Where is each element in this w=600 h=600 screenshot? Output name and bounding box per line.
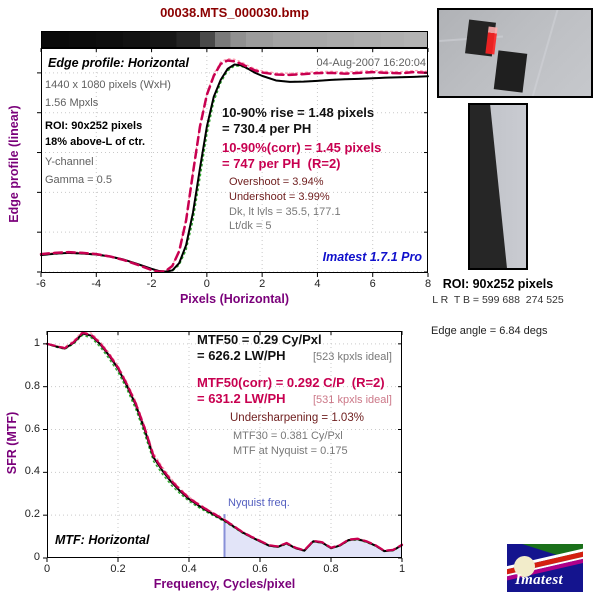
undersharpening-label: Undersharpening = 1.03% <box>230 412 364 424</box>
series-edge-corrected-r-2- <box>39 59 430 273</box>
rise-corrected-line1: 10-90%(corr) = 1.45 pixels <box>222 140 382 155</box>
x-tick-label: 0.2 <box>110 563 126 575</box>
mtf-plot-title: MTF: Horizontal <box>55 533 150 547</box>
logo-moon-icon <box>514 556 535 577</box>
x-tick-label: 2 <box>259 278 266 290</box>
y-tick-label: 0.2 <box>24 508 40 521</box>
mtf50-line1: MTF50 = 0.29 Cy/Pxl <box>197 332 322 347</box>
edge-dark-region <box>470 105 507 268</box>
lt-dk-ratio-label: Lt/dk = 5 <box>229 220 272 232</box>
mtf50-ideal-note: [523 kpxls ideal] <box>313 351 392 363</box>
gamma-label: Gamma = 0.5 <box>45 174 112 186</box>
edge-angle-label: Edge angle = 6.84 degs <box>431 325 548 337</box>
imatest-logo: Imatest <box>507 544 583 592</box>
series-edge-pink-aux <box>40 57 429 272</box>
edge-plot-heading: Edge profile: Horizontal <box>48 56 189 70</box>
chart-photo-thumbnail <box>437 8 593 98</box>
timestamp: 04-Aug-2007 16:20:04 <box>316 57 426 69</box>
x-tick-label: 0.4 <box>181 563 197 575</box>
y-tick-label: 0.8 <box>24 379 40 392</box>
series-mtf-corrected-r-2- <box>45 331 404 552</box>
mtf-at-nyquist-label: MTF at Nyquist = 0.175 <box>233 445 348 457</box>
rise-value-line1: 10-90% rise = 1.48 pixels <box>222 105 375 120</box>
rise-corrected-line2: = 747 per PH (R=2) <box>222 156 341 171</box>
sidebar-lrtb-values: L R T B = 599 688 274 525 <box>432 294 564 306</box>
rise-value-line2: = 730.4 per PH <box>222 121 312 136</box>
roi-highlight-rect <box>485 26 498 55</box>
roi-edge-crop-thumbnail <box>468 103 528 270</box>
y-tick-label: 1 <box>33 336 40 349</box>
x-tick-label: -4 <box>91 278 102 290</box>
figure-title: 00038.MTS_000030.bmp <box>160 5 309 20</box>
edge-x-axis-label: Pixels (Horizontal) <box>179 292 290 306</box>
x-tick-label: 4 <box>314 278 321 290</box>
x-tick-label: 0 <box>203 278 210 290</box>
x-tick-label: 0 <box>43 563 51 575</box>
y-tick-label: 0.6 <box>24 422 40 435</box>
image-size-info: 1440 x 1080 pixels (WxH) <box>45 79 171 91</box>
overshoot-label: Overshoot = 3.94% <box>229 176 324 188</box>
dark-light-levels-label: Dk, lt lvls = 35.5, 177.1 <box>229 206 341 218</box>
x-tick-label: -2 <box>146 278 157 290</box>
x-tick-label: 6 <box>369 278 376 290</box>
mtf50-line2: = 626.2 LW/PH <box>197 348 286 363</box>
edge-profile-plot-area <box>37 48 430 277</box>
roi-size-label: ROI: 90x252 pixels <box>45 120 143 132</box>
x-tick-label: 1 <box>398 563 406 575</box>
mtf-chart <box>43 330 404 562</box>
mtf50-corrected-line1: MTF50(corr) = 0.292 C/P (R=2) <box>197 375 385 390</box>
x-tick-label: 0.6 <box>252 563 268 575</box>
x-tick-label: -6 <box>36 278 46 290</box>
roi-position-label: 18% above-L of ctr. <box>45 136 146 148</box>
edge-gradient-bar <box>41 31 428 48</box>
y-tick-label: 0.4 <box>24 465 40 478</box>
sidebar-roi-title: ROI: 90x252 pixels <box>442 277 554 291</box>
mtf30-label: MTF30 = 0.381 Cy/Pxl <box>233 430 343 442</box>
mtf-plot-area <box>43 330 404 562</box>
megapixel-info: 1.56 Mpxls <box>45 97 99 109</box>
mtf50-corrected-line2: = 631.2 LW/PH <box>197 391 286 406</box>
edge-profile-chart <box>37 31 430 277</box>
y-tick-label: 0 <box>33 551 40 563</box>
mtf-x-axis-label: Frequency, Cycles/pixel <box>153 577 296 591</box>
logo-text: Imatest <box>515 572 563 588</box>
mtf50-corrected-ideal-note: [531 kpxls ideal] <box>313 394 392 406</box>
edge-y-axis-label: Edge profile (linear) <box>7 105 21 223</box>
paper-fold-line <box>527 10 561 96</box>
channel-label: Y-channel <box>45 156 94 168</box>
x-tick-label: 0.8 <box>323 563 339 575</box>
dark-square-lower <box>493 50 528 93</box>
nyquist-freq-label: Nyquist freq. <box>228 497 290 509</box>
x-tick-label: 8 <box>424 278 432 290</box>
imatest-version-watermark: Imatest 1.7.1 Pro <box>322 250 422 264</box>
undershoot-label: Undershoot = 3.99% <box>229 191 330 203</box>
